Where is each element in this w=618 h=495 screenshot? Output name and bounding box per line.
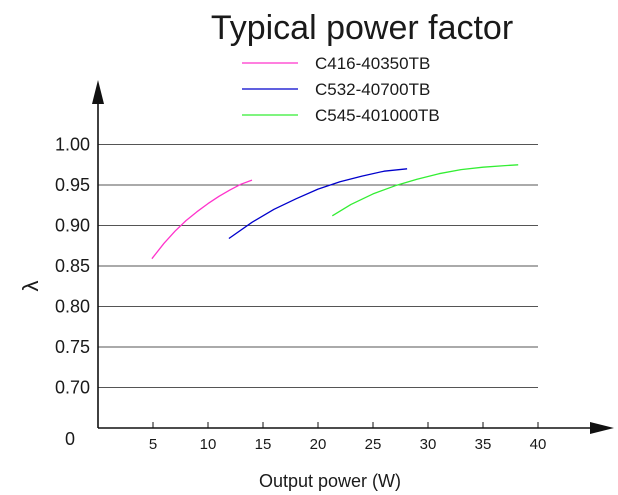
y-axis-title: λ bbox=[18, 281, 43, 292]
series-line-c545-401000tb bbox=[331, 164, 519, 217]
legend-label: C416-40350TB bbox=[315, 54, 430, 73]
x-tick-label: 35 bbox=[475, 436, 492, 453]
y-tick-label: 0.80 bbox=[55, 297, 90, 317]
series-lines bbox=[151, 164, 519, 260]
y-tick-label: 0.70 bbox=[55, 378, 90, 398]
y-tick-label: 1.00 bbox=[55, 135, 90, 155]
series-line-c416-40350tb bbox=[151, 179, 253, 260]
y-tick-label: 0.75 bbox=[55, 337, 90, 357]
x-tick-label: 25 bbox=[365, 436, 382, 453]
y-tick-label: 0.85 bbox=[55, 256, 90, 276]
x-tick-label: 15 bbox=[255, 436, 272, 453]
x-axis-title: Output power (W) bbox=[259, 471, 401, 491]
x-tick-label: 20 bbox=[310, 436, 327, 453]
x-axis-arrow bbox=[590, 422, 614, 434]
grid-lines bbox=[98, 144, 538, 388]
chart-title: Typical power factor bbox=[211, 9, 513, 47]
y-axis-arrow bbox=[92, 80, 104, 104]
legend: C416-40350TB C532-40700TB C545-401000TB bbox=[242, 54, 440, 125]
y-tick-labels: 0.70 0.75 0.80 0.85 0.90 0.95 1.00 bbox=[55, 135, 90, 398]
x-tick-label: 5 bbox=[149, 436, 157, 453]
x-tick-label: 30 bbox=[420, 436, 437, 453]
legend-label: C545-401000TB bbox=[315, 106, 440, 125]
y-tick-label: 0.90 bbox=[55, 216, 90, 236]
x-tick-label: 40 bbox=[530, 436, 547, 453]
series-line-c532-40700tb bbox=[228, 168, 408, 240]
origin-label: 0 bbox=[65, 429, 75, 449]
legend-label: C532-40700TB bbox=[315, 80, 430, 99]
y-tick-label: 0.95 bbox=[55, 175, 90, 195]
x-tick-label: 10 bbox=[200, 436, 217, 453]
x-tick-labels: 5 10 15 20 25 30 35 40 bbox=[149, 422, 547, 453]
